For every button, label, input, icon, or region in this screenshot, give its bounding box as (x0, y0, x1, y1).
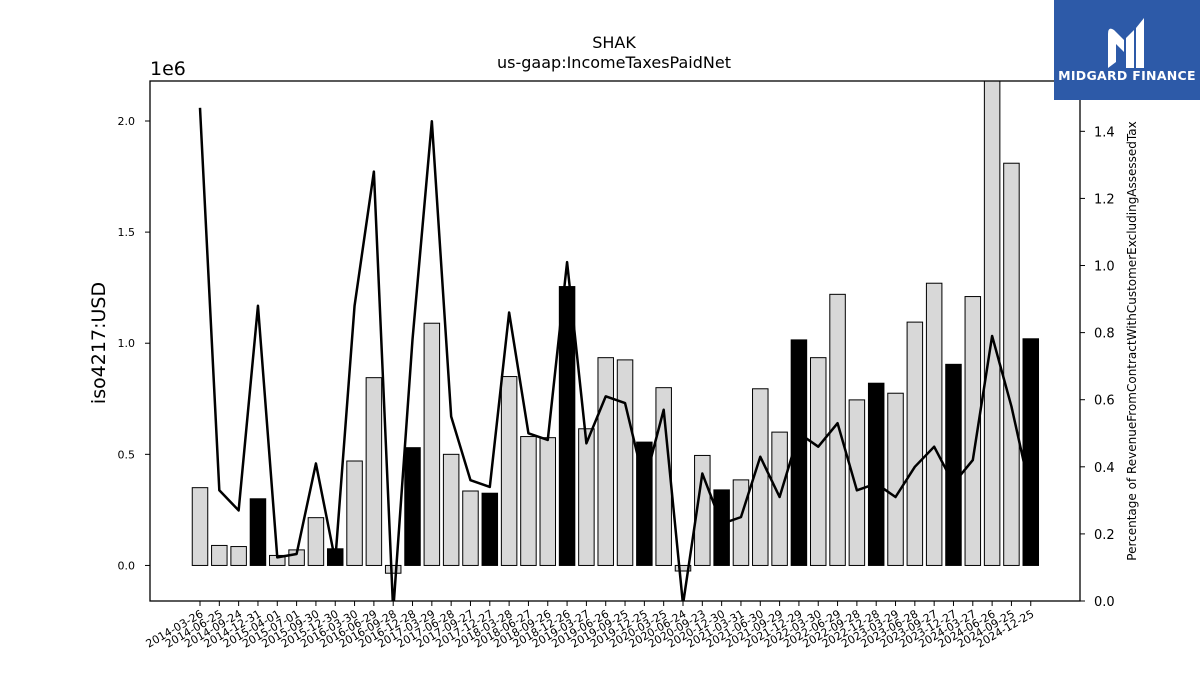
bar (346, 460, 363, 566)
bar-series (191, 81, 1040, 574)
bar (674, 564, 692, 572)
chart-subtitle: us-gaap:IncomeTaxesPaidNet (497, 53, 731, 72)
midgard-finance-logo: MIDGARD FINANCE (1054, 0, 1200, 100)
bar (983, 81, 1001, 566)
midgard-logo-icon (1108, 18, 1144, 69)
y2-tick-label: 0.8 (1094, 327, 1115, 342)
bar (191, 487, 209, 566)
bar (925, 282, 943, 566)
bar (1022, 338, 1040, 566)
y-tick-label: 0.5 (118, 448, 136, 461)
series-line (198, 107, 1032, 601)
plot-frame (149, 80, 1081, 602)
line-series (198, 107, 1032, 601)
bar (481, 492, 499, 566)
y2-tick-label: 0.4 (1094, 461, 1115, 476)
bar (558, 286, 576, 566)
y-axis-label: iso4217:USD (88, 282, 110, 404)
bar (597, 357, 614, 566)
bar (404, 447, 421, 566)
bar (771, 431, 788, 566)
y2-tick-label: 1.0 (1094, 260, 1115, 275)
bar (211, 544, 228, 566)
bar (249, 498, 267, 566)
bar (867, 382, 885, 566)
bar (616, 359, 634, 566)
bar (578, 428, 595, 566)
bar (848, 399, 866, 566)
labels: SHAK us-gaap:IncomeTaxesPaidNet 1e6 iso4… (88, 33, 1139, 561)
bar (906, 321, 924, 566)
bar (945, 363, 962, 566)
bar (1003, 162, 1020, 566)
chart-title: SHAK (592, 33, 636, 52)
bar (790, 339, 808, 566)
bar (520, 436, 537, 566)
y2-tick-label: 1.2 (1094, 192, 1115, 207)
bar (307, 517, 325, 566)
bar (500, 376, 518, 566)
bar (230, 546, 247, 566)
bar (829, 293, 846, 566)
y-tick-label: 0.0 (118, 559, 136, 572)
bar (964, 296, 982, 566)
bar (384, 564, 402, 574)
axes: 0.00.51.01.52.00.00.20.40.60.81.01.21.42… (118, 80, 1115, 651)
bar (462, 490, 479, 566)
bar (732, 479, 750, 566)
y-tick-label: 1.0 (118, 337, 136, 350)
y-offset-label: 1e6 (150, 58, 186, 80)
bar (809, 357, 827, 566)
bar (442, 453, 460, 566)
logo-name: MIDGARD FINANCE (1058, 68, 1196, 83)
bar (365, 377, 383, 566)
y2-tick-label: 0.2 (1094, 528, 1115, 543)
y2-axis-label: Percentage of RevenueFromContractWithCus… (1125, 121, 1139, 560)
bar (539, 437, 557, 566)
y2-tick-label: 0.6 (1094, 394, 1115, 409)
bar (887, 392, 904, 566)
y2-tick-label: 1.4 (1094, 125, 1115, 140)
bar (423, 322, 441, 566)
bar (713, 489, 730, 566)
y2-tick-label: 0.0 (1094, 595, 1115, 610)
y-tick-label: 2.0 (118, 115, 136, 128)
y-tick-label: 1.5 (118, 226, 136, 239)
